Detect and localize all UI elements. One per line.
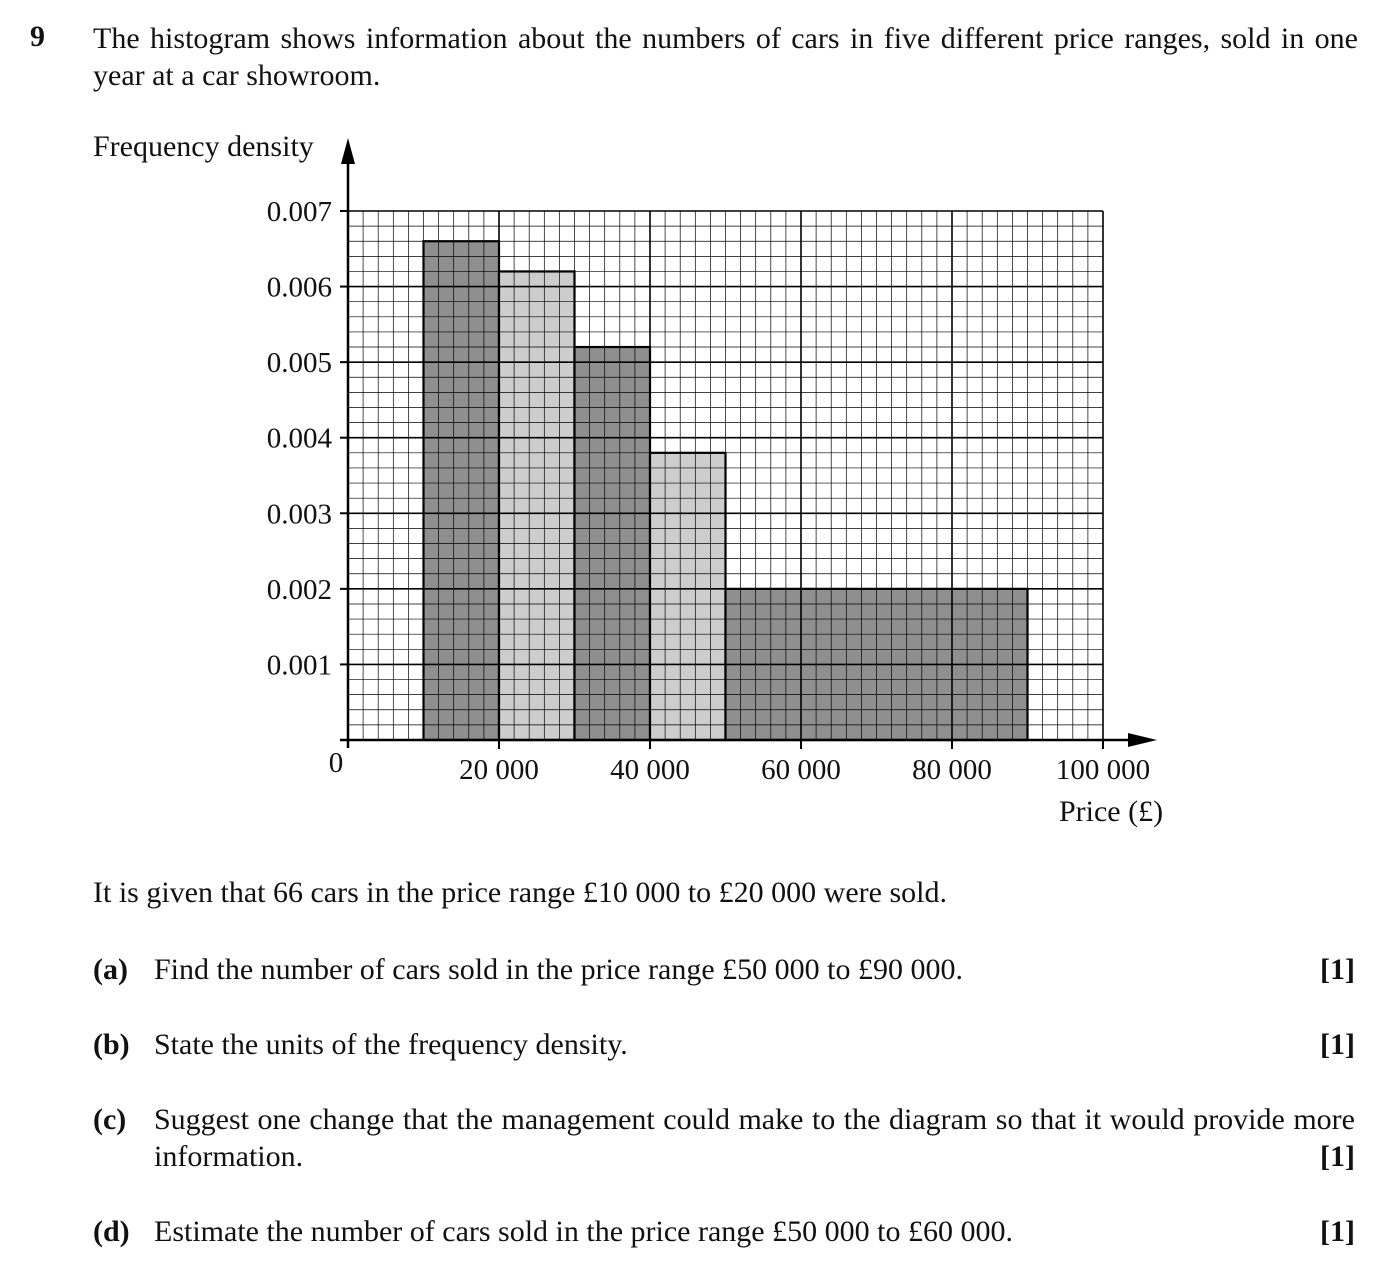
part-b: (b) State the units of the frequency den…	[93, 1026, 1355, 1063]
part-text: Suggest one change that the management c…	[154, 1103, 1355, 1173]
question-intro: The histogram shows information about th…	[93, 22, 1358, 92]
part-label: (b)	[93, 1028, 130, 1061]
y-tick-label: 0.007	[267, 196, 332, 228]
x-tick-label: 40 000	[610, 754, 690, 786]
marks-badge: [1]	[1320, 953, 1355, 986]
x-tick-label: 100 000	[1056, 754, 1150, 786]
histogram-chart: 0.001 0.002 0.003 0.004 0.005 0.006 0.007 20 00…	[93, 130, 1163, 828]
x-tick-label: 80 000	[912, 754, 992, 786]
part-d: (d) Estimate the number of cars sold in …	[93, 1213, 1355, 1250]
axes	[340, 138, 1157, 749]
y-tick-label: 0.006	[267, 272, 332, 304]
part-text: Estimate the number of cars sold in the …	[154, 1215, 1013, 1248]
given-statement: It is given that 66 cars in the price ra…	[93, 876, 947, 909]
histogram-bar	[650, 452, 726, 740]
axis-labels: 0.001 0.002 0.003 0.004 0.005 0.006 0.007 20 00…	[93, 130, 1163, 828]
histogram-bar	[499, 271, 575, 740]
part-text: Find the number of cars sold in the pric…	[154, 953, 964, 986]
part-a: (a) Find the number of cars sold in the …	[93, 951, 1355, 988]
histogram-bar	[423, 241, 499, 740]
part-c: (c) Suggest one change that the manageme…	[93, 1101, 1355, 1175]
marks-badge: [1]	[1320, 1215, 1355, 1248]
y-tick-label: 0.003	[267, 498, 332, 530]
y-tick-label: 0.004	[267, 423, 333, 455]
part-label: (a)	[93, 953, 128, 986]
origin-label: 0	[329, 747, 344, 779]
question-number: 9	[30, 20, 45, 53]
marks-badge: [1]	[1320, 1140, 1355, 1173]
y-tick-label: 0.001	[267, 649, 332, 681]
y-tick-label: 0.002	[267, 574, 332, 606]
part-label: (c)	[93, 1103, 127, 1136]
x-axis-arrow	[1128, 733, 1157, 747]
part-text: State the units of the frequency density…	[154, 1028, 628, 1061]
y-axis-title: Frequency density	[93, 130, 314, 163]
y-tick-label: 0.005	[267, 347, 332, 379]
part-label: (d)	[93, 1215, 130, 1248]
x-axis-title: Price (£)	[1059, 795, 1163, 828]
x-tick-label: 60 000	[761, 754, 841, 786]
x-tick-label: 20 000	[459, 754, 539, 786]
histogram-bars	[422, 240, 1029, 742]
marks-badge: [1]	[1320, 1028, 1355, 1061]
y-axis-arrow	[341, 138, 355, 164]
